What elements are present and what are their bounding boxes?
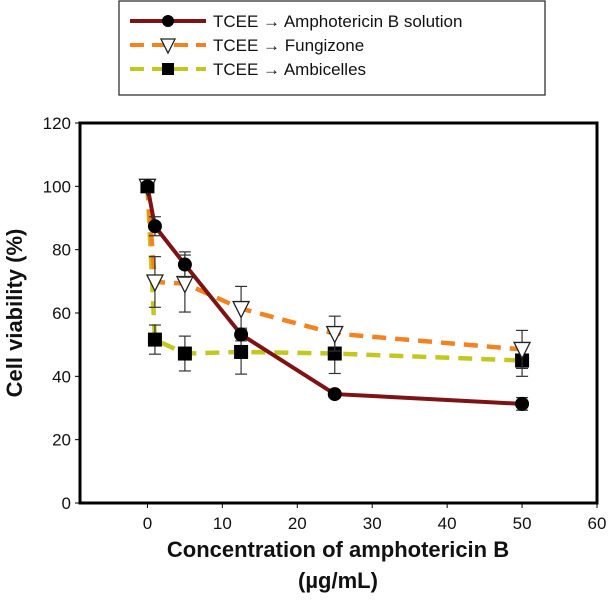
square-marker [234, 344, 249, 359]
marks [138, 178, 532, 411]
triangle-marker [145, 274, 164, 293]
x-tick-label: 50 [513, 514, 532, 533]
series-1 [145, 186, 523, 352]
circle-marker [177, 257, 192, 272]
y-tick-label: 20 [52, 431, 71, 450]
legend-label: TCEE → Fungizone [213, 36, 364, 55]
y-axis-label: Cell viability (%) [2, 229, 27, 398]
square-marker [162, 63, 174, 75]
series-0-points [140, 179, 530, 411]
square-marker [177, 346, 192, 361]
axes: 0 10 20 30 40 50 60 0 20 40 60 80 100 120 [43, 114, 607, 533]
triangle-marker [325, 325, 344, 345]
legend-label: TCEE → Ambicelles [213, 60, 366, 79]
series-1-points [138, 178, 532, 370]
y-tick-label: 40 [52, 367, 71, 386]
circle-marker [515, 396, 530, 411]
legend-label: TCEE → Amphotericin B solution [213, 12, 462, 31]
triangle-marker [513, 341, 532, 360]
x-tick-label: 60 [588, 514, 607, 533]
legend: TCEE → Amphotericin B solution TCEE → Fun… [118, 0, 546, 96]
y-tick-label: 0 [62, 494, 71, 513]
x-tick-label: 20 [288, 514, 307, 533]
x-axis-label-line2: (µg/mL) [298, 568, 378, 593]
legend-box [118, 0, 546, 96]
y-tick-label: 100 [43, 177, 71, 196]
plot-frame [78, 121, 599, 505]
circle-marker [234, 327, 249, 342]
x-axis-label-line1: Concentration of amphotericin B [167, 537, 509, 562]
series-2 [145, 186, 523, 363]
x-tick-label: 30 [363, 514, 382, 533]
x-tick-label: 10 [213, 514, 232, 533]
series-line [145, 186, 523, 363]
y-tick-label: 60 [52, 304, 71, 323]
y-tick-label: 120 [43, 114, 71, 133]
square-marker [327, 346, 342, 361]
x-tick-label: 0 [143, 514, 152, 533]
circle-marker [327, 387, 342, 402]
x-tick-label: 40 [438, 514, 457, 533]
circle-marker [147, 219, 162, 234]
circle-marker [140, 179, 155, 194]
y-tick-label: 80 [52, 241, 71, 260]
triangle-marker [232, 300, 251, 320]
triangle-marker [159, 38, 177, 55]
square-marker [147, 332, 162, 347]
circle-marker [162, 15, 174, 27]
series-line [145, 186, 523, 352]
